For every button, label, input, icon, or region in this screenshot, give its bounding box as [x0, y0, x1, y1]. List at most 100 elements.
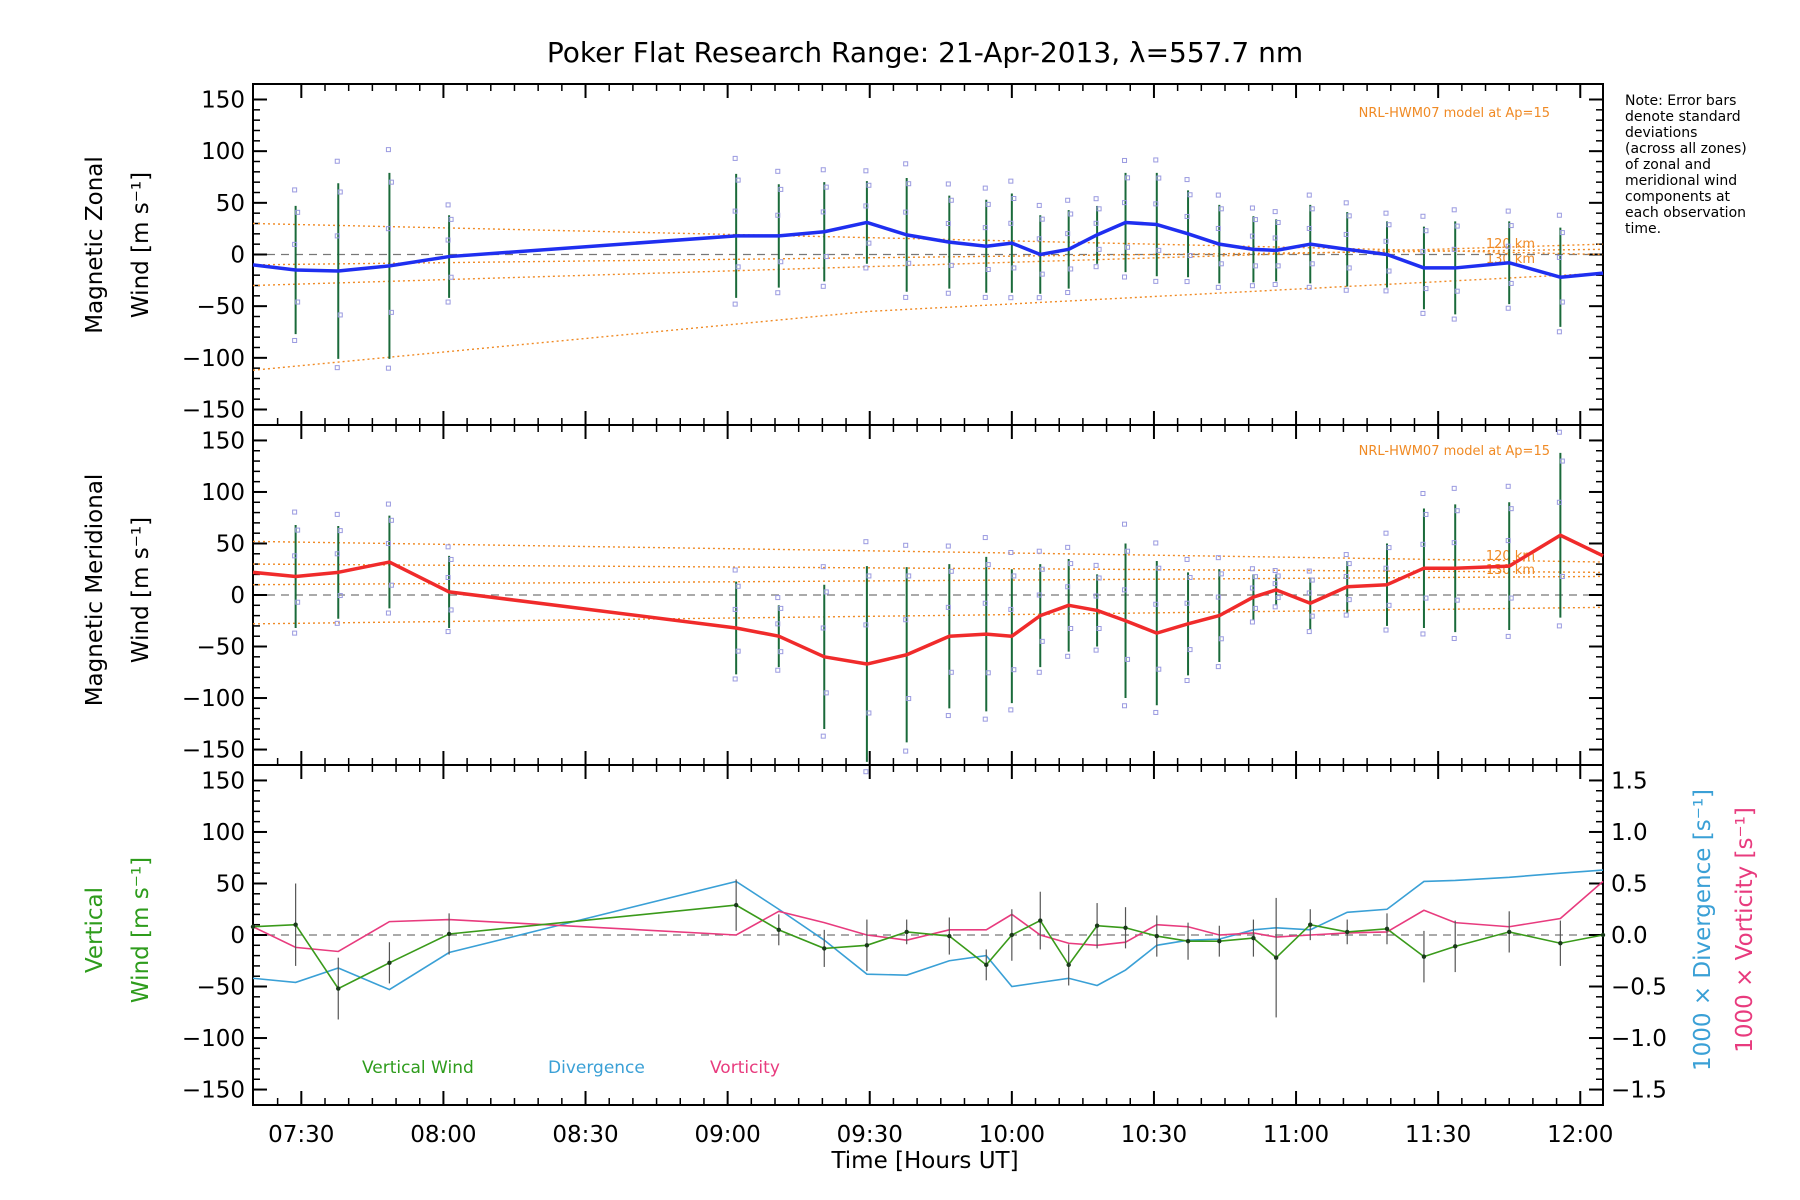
zone-sample-zonal	[1454, 288, 1460, 294]
zone-sample-zonal	[1153, 157, 1159, 163]
zone-sample-meridional	[1386, 545, 1392, 551]
zone-sample-meridional	[1383, 565, 1389, 571]
zone-sample-zonal	[1096, 246, 1102, 252]
zone-sample-zonal	[732, 208, 738, 214]
zone-sample-meridional	[385, 501, 391, 507]
meridional-ylabel-line1: Magnetic Meridional	[82, 474, 108, 707]
meridional-wind-line	[252, 533, 1604, 666]
zone-sample-meridional	[1420, 491, 1426, 497]
zone-sample-meridional	[903, 748, 909, 754]
zone-sample-zonal	[1505, 305, 1511, 311]
ytick-label-meridional: 0	[230, 583, 245, 609]
zone-sample-meridional	[1184, 600, 1190, 606]
zone-sample-meridional	[982, 716, 988, 722]
zone-sample-zonal	[1343, 231, 1349, 237]
vertical-wind-point	[864, 943, 870, 948]
zone-sample-meridional	[388, 582, 394, 588]
zone-sample-zonal	[820, 209, 826, 215]
zone-sample-meridional	[1008, 707, 1014, 713]
divergence-ylabel: 1000 × Divergence [s⁻¹]	[1690, 789, 1716, 1071]
zone-sample-zonal	[1505, 243, 1511, 249]
zone-sample-zonal	[1065, 290, 1071, 296]
zone-sample-zonal	[385, 147, 391, 153]
zone-sample-meridional	[1454, 508, 1460, 514]
ytick-label-vertical: 150	[201, 768, 245, 794]
legend-vorticity: Vorticity	[710, 1058, 780, 1078]
zone-sample-meridional	[1011, 667, 1017, 673]
xtick-label: 10:30	[1121, 1122, 1187, 1148]
zone-sample-zonal	[1093, 220, 1099, 226]
zone-sample-meridional	[1156, 565, 1162, 571]
zone-sample-zonal	[334, 365, 340, 371]
zone-sample-meridional	[1065, 544, 1071, 550]
zone-sample-zonal	[732, 301, 738, 307]
zone-sample-meridional	[1122, 521, 1128, 527]
zone-sample-meridional	[1156, 666, 1162, 672]
zone-sample-meridional	[1451, 485, 1457, 491]
zone-sample-zonal	[1156, 175, 1162, 181]
zonal-ylabel-line1: Magnetic Zonal	[82, 156, 108, 334]
zone-sample-zonal	[1556, 254, 1562, 260]
zone-sample-zonal	[903, 161, 909, 167]
vertical-wind-point	[1251, 935, 1256, 941]
zone-sample-zonal	[948, 197, 954, 203]
zone-sample-zonal	[1556, 212, 1562, 218]
right-tick-label: 0.5	[1611, 871, 1648, 897]
zone-sample-zonal	[823, 254, 829, 260]
zone-sample-meridional	[1068, 625, 1074, 631]
xtick-label: 09:00	[694, 1122, 760, 1148]
zone-sample-meridional	[1420, 631, 1426, 637]
note-text: Note: Error bars denote standard deviati…	[1625, 93, 1747, 237]
zone-sample-zonal	[1275, 219, 1281, 225]
zone-sample-meridional	[1272, 604, 1278, 610]
right-tick-label: −1.0	[1611, 1026, 1667, 1052]
zone-sample-zonal	[1187, 253, 1193, 259]
zone-sample-zonal	[292, 187, 298, 193]
model-curve-zonal-1	[252, 243, 1604, 287]
zone-sample-meridional	[945, 543, 951, 549]
zone-sample-zonal	[1218, 261, 1224, 267]
ytick-label-meridional: 150	[201, 428, 245, 454]
zone-sample-meridional	[1275, 573, 1281, 579]
zone-sample-meridional	[820, 625, 826, 631]
zone-sample-zonal	[337, 312, 343, 318]
ytick-label-vertical: −150	[182, 1078, 245, 1104]
zone-sample-meridional	[1559, 573, 1565, 579]
zone-sample-zonal	[1249, 233, 1255, 239]
zone-sample-meridional	[445, 629, 451, 635]
zone-sample-zonal	[1096, 206, 1102, 212]
zone-sample-zonal	[823, 184, 829, 190]
zone-sample-meridional	[1187, 574, 1193, 580]
zone-sample-zonal	[735, 177, 741, 183]
zone-sample-zonal	[385, 226, 391, 232]
zone-sample-meridional	[1451, 540, 1457, 546]
zonal-wind-line	[252, 220, 1604, 279]
model-curve-meridional-0	[252, 540, 1604, 563]
zone-sample-zonal	[292, 241, 298, 247]
zone-sample-zonal	[448, 274, 454, 280]
ytick-label-zonal: 150	[201, 88, 245, 114]
zone-sample-zonal	[1454, 223, 1460, 229]
vertical-wind-point	[1009, 932, 1015, 938]
zone-sample-zonal	[1036, 202, 1042, 208]
zone-sample-meridional	[1383, 627, 1389, 633]
zone-sample-meridional	[1505, 633, 1511, 639]
vertical-wind-point	[1123, 925, 1128, 930]
zone-sample-meridional	[1508, 595, 1514, 601]
zone-sample-meridional	[732, 567, 738, 573]
zone-sample-zonal	[1184, 177, 1190, 183]
zone-sample-zonal	[1187, 192, 1193, 198]
zone-sample-zonal	[1215, 225, 1221, 231]
zone-sample-meridional	[1039, 638, 1045, 644]
note-line-9: time.	[1625, 221, 1661, 237]
zone-sample-zonal	[1272, 209, 1278, 215]
ytick-label-zonal: 100	[201, 139, 245, 165]
zone-sample-meridional	[292, 630, 298, 636]
vertical-wind-point	[1066, 962, 1071, 968]
ytick-label-vertical: −100	[182, 1026, 245, 1052]
x-axis-label: Time [Hours UT]	[830, 1148, 1018, 1174]
zone-sample-meridional	[1096, 625, 1102, 631]
zone-sample-meridional	[903, 617, 909, 623]
zone-sample-zonal	[1556, 329, 1562, 335]
zone-sample-meridional	[1508, 506, 1514, 512]
